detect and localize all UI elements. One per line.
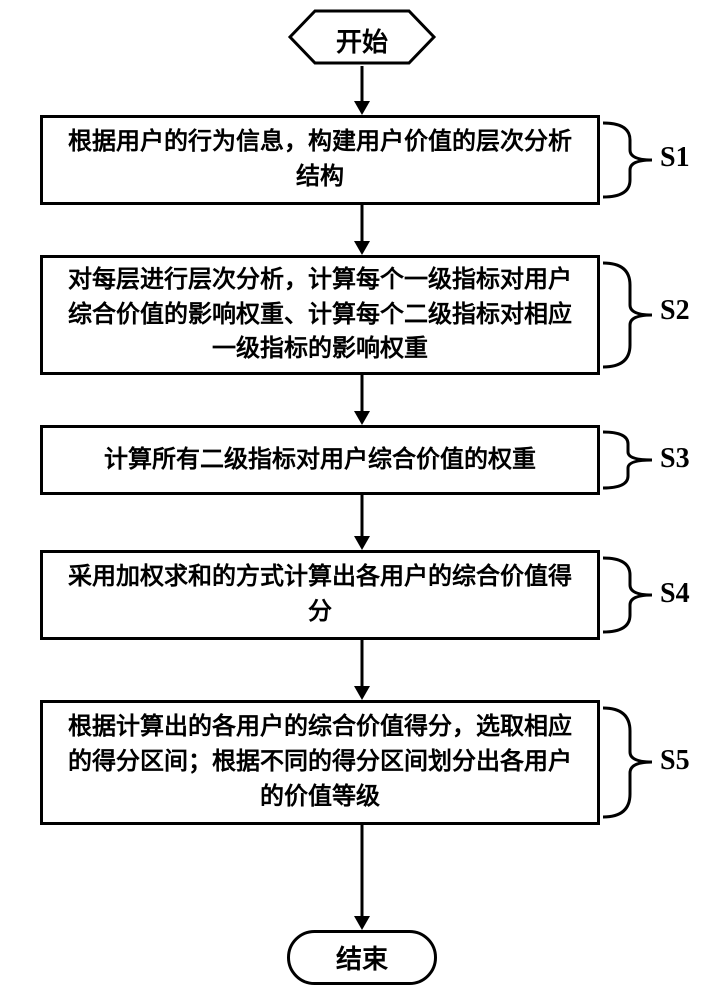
step-label-s3: S3 [660, 443, 690, 475]
arrow-3 [347, 495, 377, 550]
step-text-s1: 根据用户的行为信息，构建用户价值的层次分析结构 [57, 125, 583, 195]
end-label: 结束 [336, 939, 388, 976]
arrow-5 [347, 825, 377, 930]
arrow-1 [347, 205, 377, 255]
start-node [287, 8, 437, 66]
end-node: 结束 [287, 930, 437, 985]
step-text-s3: 计算所有二级指标对用户综合价值的权重 [104, 443, 536, 478]
step-box-s2: 对每层进行层次分析，计算每个一级指标对用户综合价值的影响权重、计算每个二级指标对… [40, 255, 600, 375]
step-text-s5: 根据计算出的各用户的综合价值得分，选取相应的得分区间；根据不同的得分区间划分出各… [57, 710, 583, 814]
step-box-s1: 根据用户的行为信息，构建用户价值的层次分析结构 [40, 115, 600, 205]
step-text-s2: 对每层进行层次分析，计算每个一级指标对用户综合价值的影响权重、计算每个二级指标对… [57, 263, 583, 367]
arrow-0 [347, 66, 377, 115]
step-text-s4: 采用加权求和的方式计算出各用户的综合价值得分 [57, 560, 583, 630]
brace-s5 [600, 705, 655, 820]
step-box-s3: 计算所有二级指标对用户综合价值的权重 [40, 425, 600, 495]
brace-s2 [600, 260, 655, 370]
brace-s3 [600, 429, 655, 491]
brace-s1 [600, 120, 655, 200]
arrow-4 [347, 640, 377, 700]
step-label-s2: S2 [660, 295, 690, 327]
step-box-s4: 采用加权求和的方式计算出各用户的综合价值得分 [40, 550, 600, 640]
step-label-s5: S5 [660, 745, 690, 777]
step-box-s5: 根据计算出的各用户的综合价值得分，选取相应的得分区间；根据不同的得分区间划分出各… [40, 700, 600, 825]
step-label-s4: S4 [660, 578, 690, 610]
arrow-2 [347, 375, 377, 425]
step-label-s1: S1 [660, 142, 690, 174]
brace-s4 [600, 555, 655, 635]
flowchart-canvas: 开始 根据用户的行为信息，构建用户价值的层次分析结构 对每层进行层次分析，计算每… [0, 0, 724, 1000]
